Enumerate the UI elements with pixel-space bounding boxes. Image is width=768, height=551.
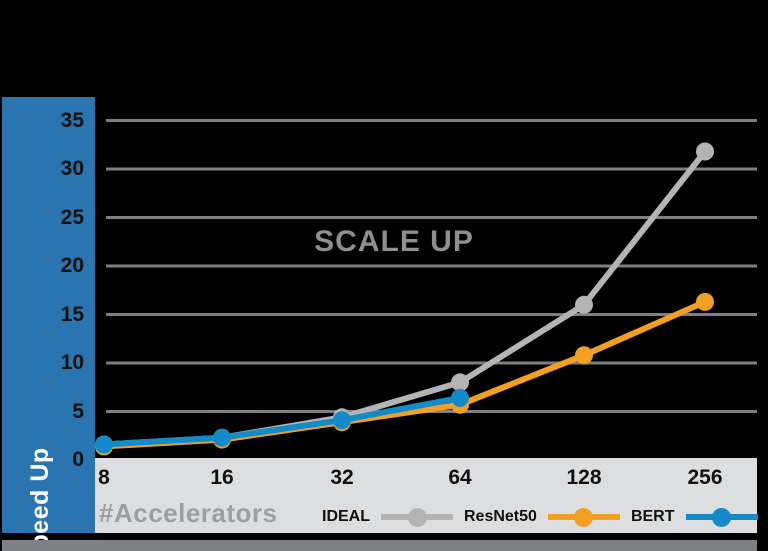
x-tick-label-8: 8 xyxy=(98,466,110,489)
legend-swatch-BERT xyxy=(685,507,758,527)
data-point-ResNet50-16 xyxy=(213,430,231,449)
series-line-IDEAL xyxy=(101,148,708,448)
x-tick-label-32: 32 xyxy=(330,466,354,489)
bottom-bar xyxy=(2,540,757,551)
data-point-ResNet50-128 xyxy=(575,346,593,365)
y-tick-label-10: 10 xyxy=(60,351,84,374)
y-tick-label-15: 15 xyxy=(60,302,84,326)
legend-label-BERT: BERT xyxy=(630,508,675,525)
data-point-ResNet50-256 xyxy=(696,292,714,311)
data-point-IDEAL-64 xyxy=(451,373,469,392)
chart-title: SCALE UP xyxy=(314,225,474,258)
data-point-IDEAL-16 xyxy=(213,428,231,447)
legend-label-ResNet50: ResNet50 xyxy=(464,508,537,525)
y-tick-label-0: 0 xyxy=(72,448,84,471)
data-point-BERT-16 xyxy=(213,428,231,447)
legend-swatch-IDEAL xyxy=(381,507,453,527)
legend: IDEAL ResNet50 BERT xyxy=(322,505,758,529)
data-point-ResNet50-32 xyxy=(333,413,351,432)
y-tick-label-35: 35 xyxy=(60,108,84,132)
legend-label-IDEAL: IDEAL xyxy=(322,508,370,525)
x-tick-label-256: 256 xyxy=(687,466,723,489)
y-axis-bar: Speed Up xyxy=(2,97,95,551)
series-line-ResNet50 xyxy=(101,298,708,450)
data-point-BERT-8 xyxy=(95,435,113,454)
data-point-IDEAL-128 xyxy=(575,295,593,314)
legend-swatch-ResNet50 xyxy=(547,507,620,527)
data-point-IDEAL-32 xyxy=(333,408,351,427)
y-tick-label-25: 25 xyxy=(60,205,84,229)
x-tick-label-128: 128 xyxy=(566,466,602,489)
legend-dot-icon xyxy=(712,507,731,527)
data-point-IDEAL-8 xyxy=(95,435,113,454)
data-point-ResNet50-8 xyxy=(95,437,113,456)
series-line-BERT xyxy=(101,394,463,448)
data-point-BERT-64 xyxy=(451,388,469,407)
data-point-ResNet50-64 xyxy=(451,395,469,414)
x-tick-label-16: 16 xyxy=(210,466,234,489)
data-point-BERT-32 xyxy=(333,411,351,430)
legend-dot-icon xyxy=(574,507,594,527)
x-tick-label-64: 64 xyxy=(448,466,472,489)
y-tick-label-20: 20 xyxy=(60,254,84,277)
x-axis-title: #Accelerators xyxy=(99,498,278,528)
data-point-IDEAL-256 xyxy=(696,142,714,161)
y-axis-title: Speed Up xyxy=(26,447,54,551)
y-tick-label-5: 5 xyxy=(72,399,84,423)
y-tick-label-30: 30 xyxy=(60,157,84,180)
legend-dot-icon xyxy=(407,507,427,527)
